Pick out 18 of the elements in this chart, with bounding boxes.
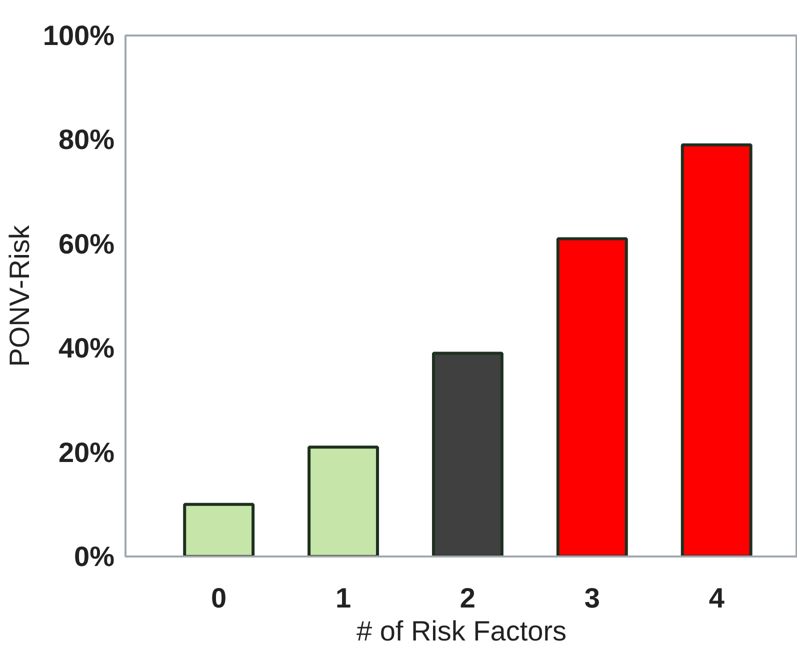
y-tick-label: 60% <box>58 228 115 260</box>
y-tick-label: 80% <box>58 124 115 156</box>
bar <box>432 352 504 556</box>
x-tick-label: 0 <box>211 582 227 614</box>
x-tick-label: 3 <box>584 582 600 614</box>
x-axis-title: # of Risk Factors <box>356 616 567 646</box>
y-tick-label: 100% <box>42 20 115 51</box>
x-tick-label: 1 <box>335 582 352 614</box>
bar <box>680 143 752 556</box>
y-tick-label: 20% <box>58 436 115 468</box>
x-tick-label: 2 <box>460 582 476 614</box>
y-axis-title: PONV-Risk <box>4 224 35 367</box>
x-tick-label: 4 <box>708 582 725 614</box>
y-tick-label: 0% <box>74 541 115 572</box>
bar <box>308 446 379 556</box>
bar <box>183 502 255 556</box>
bar <box>556 237 628 556</box>
y-tick-label: 40% <box>58 332 115 364</box>
